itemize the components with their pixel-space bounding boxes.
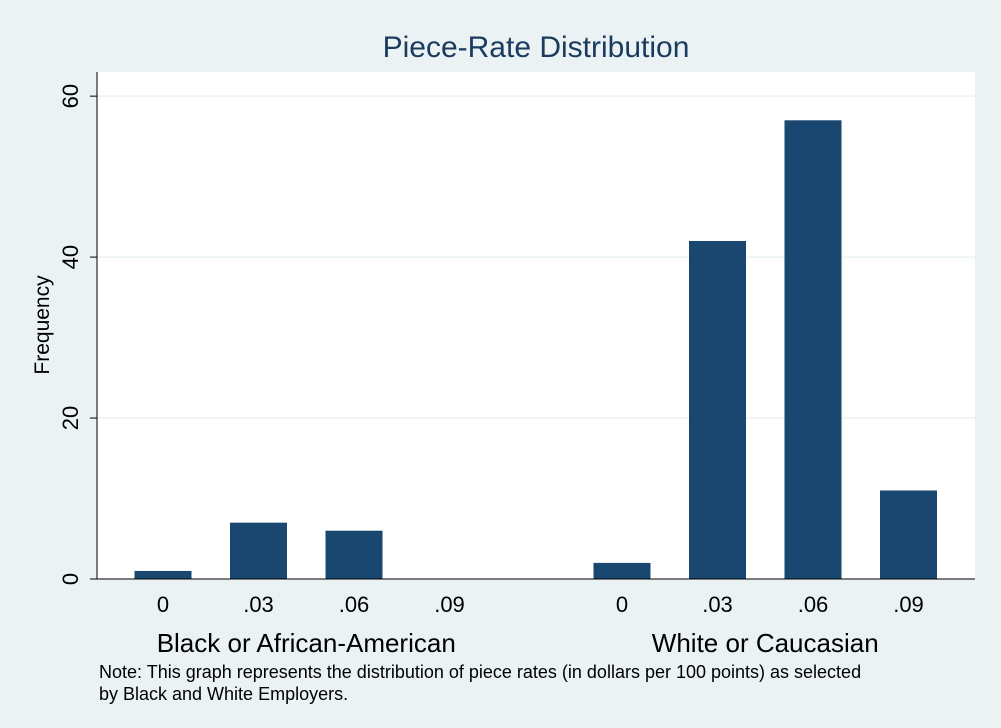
chart-title: Piece-Rate Distribution	[383, 31, 690, 64]
x-tick-label: .06	[339, 592, 370, 617]
chart-note-line-2: by Black and White Employers.	[99, 684, 348, 704]
plot-area	[97, 72, 975, 579]
bar	[593, 562, 651, 579]
y-axis-label: Frequency	[31, 275, 54, 375]
group-labels: Black or African-American White or Caucas…	[157, 628, 879, 658]
group-label: White or Caucasian	[652, 628, 879, 658]
x-tick-label: .09	[893, 592, 924, 617]
x-tick-label: .03	[243, 592, 274, 617]
y-tick-label: 0	[58, 573, 83, 585]
chart-note-line-1: Note: This graph represents the distribu…	[99, 662, 861, 682]
bar	[325, 530, 383, 579]
x-tick-label: .09	[434, 592, 465, 617]
y-tick-label: 60	[58, 84, 83, 108]
y-tick-label: 40	[58, 245, 83, 269]
bar	[880, 490, 937, 579]
bars	[134, 120, 937, 580]
x-tick-label: 0	[157, 592, 169, 617]
y-axis-ticks: 0 20 40 60	[58, 84, 97, 585]
x-tick-label: 0	[616, 592, 628, 617]
x-axis-ticks: 0 .03 .06 .09 0 .03 .06 .09	[157, 592, 924, 617]
bar	[689, 241, 746, 579]
y-tick-label: 20	[58, 406, 83, 430]
bar	[134, 570, 192, 579]
bar	[230, 522, 287, 579]
group-label: Black or African-American	[157, 628, 456, 658]
bar	[784, 120, 842, 580]
x-tick-label: .03	[702, 592, 733, 617]
x-tick-label: .06	[798, 592, 829, 617]
